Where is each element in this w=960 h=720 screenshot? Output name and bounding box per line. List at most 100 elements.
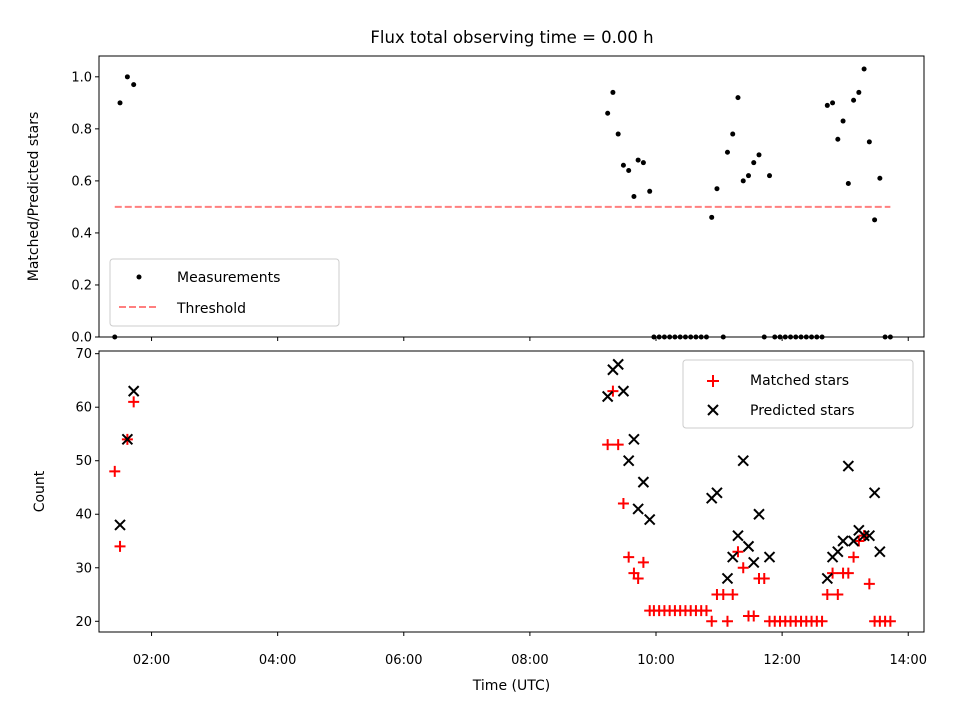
top-legend-box: [109, 258, 340, 327]
bottom-y-tick-label: 50: [75, 454, 92, 469]
matched-stars-point: [758, 572, 770, 584]
predicted-stars-point: [127, 385, 140, 397]
top-plot-frame: [98, 55, 925, 338]
predicted-stars-point: [863, 529, 876, 542]
predicted-stars-point: [721, 572, 734, 585]
top-y-tick-label: 1.0: [71, 70, 92, 85]
bottom-y-tick-label: 30: [75, 561, 92, 576]
bottom-y-tick-label: 60: [75, 401, 92, 416]
predicted-stars-point: [874, 546, 886, 558]
measurement-point: [756, 152, 762, 158]
measurement-point: [767, 173, 773, 179]
measurement-point: [626, 167, 632, 173]
measurement-point: [620, 162, 626, 168]
legend-measurements-marker: [136, 274, 142, 280]
matched-stars-point: [863, 578, 875, 590]
predicted-stars-point: [868, 487, 881, 499]
predicted-stars-point: [742, 540, 755, 553]
chart-title: Flux total observing time = 0.00 h: [370, 28, 653, 47]
measurement-point: [709, 214, 715, 220]
x-tick-label: 04:00: [259, 653, 296, 668]
legend-matched-label: Matched stars: [750, 373, 849, 389]
measurement-point: [851, 97, 857, 103]
measurement-point: [835, 136, 841, 142]
predicted-stars-point: [832, 546, 844, 558]
matched-stars-point: [128, 396, 140, 408]
matched-stars-point: [848, 551, 860, 563]
matched-stars-point: [637, 556, 649, 568]
top-y-tick-label: 0.4: [71, 226, 92, 241]
measurement-point: [861, 66, 867, 72]
measurement-point: [131, 82, 137, 88]
top-x-ticks: [151, 337, 909, 341]
matched-stars-point: [853, 535, 865, 547]
matched-stars-point: [832, 589, 844, 601]
x-tick-label: 12:00: [763, 653, 800, 668]
bottom-y-tick-label: 70: [75, 347, 92, 362]
matched-stars-point: [706, 615, 718, 627]
measurement-point: [872, 217, 878, 223]
matched-stars-point: [827, 567, 839, 579]
predicted-stars-point: [837, 535, 849, 547]
legend-predicted-label: Predicted stars: [750, 403, 855, 419]
top-y-tick-label: 0.0: [71, 331, 92, 346]
predicted-stars-point: [748, 556, 760, 569]
predicted-stars-point: [737, 455, 749, 467]
bottom-plot: 20 30 40 50 60 70 02:00 04:00 06:00 08:00 10:00 12…: [32, 347, 927, 694]
matched-stars-point: [114, 540, 126, 552]
matched-stars-point: [109, 465, 121, 477]
legend-measurements-label: Measurements: [177, 270, 280, 286]
matched-stars-point: [721, 615, 733, 627]
measurement-point: [605, 110, 611, 116]
measurement-point: [830, 100, 836, 106]
measurement-point: [124, 74, 130, 80]
measurement-point: [856, 89, 862, 95]
predicted-stars-point: [842, 460, 855, 472]
legend-threshold-label: Threshold: [176, 301, 246, 317]
measurement-point: [840, 118, 846, 124]
bottom-y-ticks: 20 30 40 50 60 70: [75, 347, 99, 630]
bottom-plot-frame: [98, 350, 925, 633]
measurement-point: [866, 139, 872, 145]
matched-stars-point: [842, 567, 854, 579]
predicted-stars-point: [114, 519, 126, 531]
predicted-stars-point: [617, 385, 630, 397]
measurement-point: [117, 100, 123, 106]
bottom-y-tick-label: 20: [75, 615, 92, 630]
measurement-point: [751, 160, 757, 166]
measurement-point: [714, 186, 720, 192]
bottom-y-axis-label: Count: [32, 470, 48, 512]
measurement-point: [877, 175, 883, 181]
predicted-stars-point: [753, 508, 765, 520]
top-y-tick-label: 0.8: [71, 122, 92, 137]
measurement-point: [635, 157, 641, 163]
top-y-axis-label: Matched/Predicted stars: [26, 112, 42, 282]
matched-stars-point: [607, 385, 619, 397]
x-tick-label: 06:00: [385, 653, 422, 668]
matched-stars-point: [632, 572, 644, 584]
matched-stars-point: [737, 562, 749, 574]
predicted-stars-point: [727, 551, 739, 563]
matched-stars-point: [717, 589, 729, 601]
predicted-stars-point: [847, 535, 860, 547]
measurement-point: [631, 194, 637, 199]
x-tick-label: 14:00: [890, 653, 927, 668]
top-y-tick-label: 0.2: [71, 278, 92, 293]
measurement-point: [740, 178, 746, 184]
x-tick-label: 08:00: [511, 653, 548, 668]
matched-stars-point: [612, 439, 624, 451]
matched-stars-point: [732, 546, 744, 558]
matched-stars-point: [727, 589, 739, 601]
predicted-stars-point: [643, 513, 656, 526]
matched-stars-point: [816, 615, 828, 627]
measurement-point: [730, 131, 736, 137]
predicted-stars-point: [622, 455, 635, 467]
x-tick-label: 02:00: [133, 653, 170, 668]
matched-stars-point: [617, 498, 629, 510]
predicted-stars-point: [711, 487, 723, 499]
predicted-stars-point: [821, 572, 834, 585]
predicted-stars-point: [763, 551, 776, 563]
measurement-point: [615, 131, 621, 137]
measurement-point: [845, 180, 851, 186]
